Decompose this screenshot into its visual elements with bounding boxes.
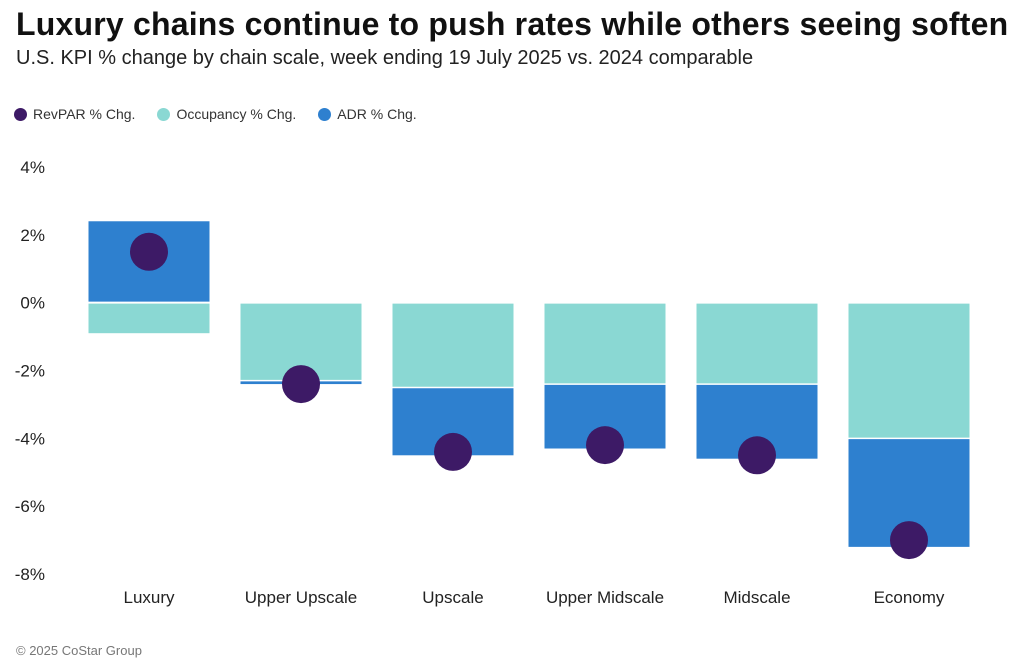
- x-category-label: Upper Upscale: [245, 588, 357, 607]
- legend-swatch-occupancy: [157, 107, 171, 121]
- legend-item-occupancy: Occupancy % Chg.: [157, 106, 296, 122]
- x-category-label: Luxury: [123, 588, 175, 607]
- revpar-dot: [890, 521, 928, 560]
- occupancy-bar: [696, 302, 818, 385]
- legend-label-revpar: RevPAR % Chg.: [33, 106, 136, 122]
- legend-item-revpar: RevPAR % Chg.: [14, 106, 135, 122]
- occupancy-bar: [544, 302, 666, 385]
- x-category-label: Upscale: [422, 588, 483, 607]
- y-tick-label: -2%: [15, 362, 45, 381]
- occupancy-bar: [848, 302, 970, 439]
- y-tick-label: -8%: [15, 565, 45, 584]
- legend-swatch-adr: [318, 107, 332, 121]
- y-tick-label: 2%: [20, 226, 45, 245]
- legend: RevPAR % Chg. Occupancy % Chg. ADR % Chg…: [14, 106, 417, 122]
- legend-label-adr: ADR % Chg.: [337, 106, 417, 122]
- revpar-dot: [434, 432, 472, 471]
- legend-item-adr: ADR % Chg.: [318, 106, 417, 122]
- x-category-label: Midscale: [723, 588, 790, 607]
- chart-subtitle: U.S. KPI % change by chain scale, week e…: [16, 47, 754, 69]
- legend-label-occupancy: Occupancy % Chg.: [176, 106, 297, 122]
- revpar-dot: [130, 232, 168, 271]
- occupancy-bar: [392, 302, 514, 388]
- y-tick-label: -6%: [15, 497, 45, 516]
- revpar-dot: [586, 426, 624, 465]
- occupancy-bar: [88, 302, 210, 334]
- revpar-dot: [282, 365, 320, 404]
- y-tick-label: 0%: [20, 294, 45, 313]
- legend-swatch-revpar: [14, 107, 27, 121]
- y-tick-label: -4%: [15, 429, 45, 448]
- x-category-label: Upper Midscale: [546, 588, 664, 607]
- chart-title: Luxury chains continue to push rates whi…: [16, 6, 1009, 42]
- y-tick-label: 4%: [20, 158, 45, 177]
- revpar-dot: [738, 436, 776, 475]
- x-category-label: Economy: [874, 588, 945, 607]
- copyright-footer: © 2025 CoStar Group: [16, 643, 142, 658]
